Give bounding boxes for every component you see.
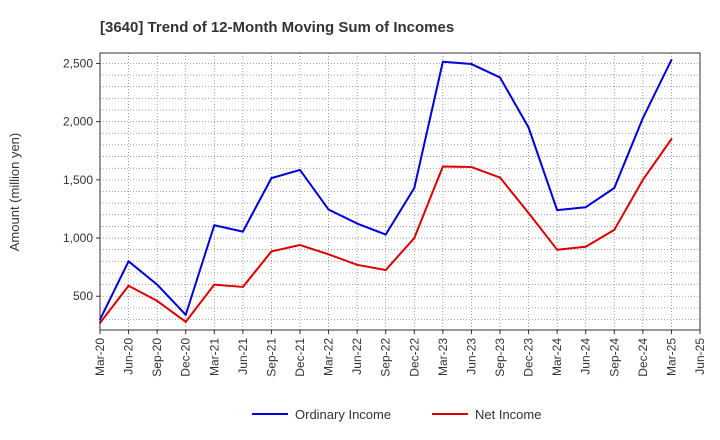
data-point [327,208,330,211]
data-point [241,285,244,288]
legend: Ordinary Income Net Income [252,407,541,422]
data-point [499,176,501,179]
data-point [213,283,216,286]
x-tick-label: Sep-20 [150,338,164,377]
x-tick-label: Jun-25 [693,338,707,375]
x-tick-label: Mar-20 [93,338,107,376]
y-tick-label: 2,500 [63,56,93,70]
x-tick-label: Mar-22 [322,338,336,376]
x-tick-label: Mar-21 [207,338,221,376]
data-point [499,76,501,79]
data-point [470,166,473,169]
data-point [584,245,587,248]
data-point [299,168,301,171]
data-point [527,126,530,129]
chart-title: [3640] Trend of 12-Month Moving Sum of I… [100,19,454,36]
data-point [241,230,244,233]
data-point [270,177,273,180]
x-tick-label: Sep-22 [379,338,393,377]
x-tick-label: Dec-23 [522,338,536,377]
data-point [441,60,444,63]
data-point [299,244,301,247]
x-tick-label: Mar-24 [550,338,564,376]
data-point [127,260,130,263]
x-tick-label: Jun-20 [122,338,136,375]
data-point [184,313,187,316]
data-point [356,263,359,266]
data-point [556,248,559,251]
x-tick-label: Jun-21 [236,338,250,375]
x-tick-label: Sep-24 [607,338,621,377]
series-line-net-income [99,138,673,324]
data-point [413,237,416,240]
data-point [441,165,444,168]
y-axis-label: Amount (million yen) [7,133,22,252]
x-tick-label: Dec-22 [407,338,421,377]
data-point [413,187,416,190]
data-point [213,224,216,227]
x-tick-label: Jun-24 [579,338,593,375]
x-tick-label: Mar-23 [436,338,450,376]
legend-label: Ordinary Income [295,407,391,422]
data-point [156,283,159,286]
x-tick-label: Sep-21 [264,338,278,377]
data-point [527,212,530,215]
data-point [613,228,616,231]
y-tick-label: 1,000 [63,231,93,245]
y-axis: 500 1,000 1,500 2,000 2,500 [63,56,100,303]
data-point [641,178,644,181]
data-point [384,233,387,236]
x-tick-label: Jun-23 [464,338,478,375]
x-tick-label: Jun-22 [350,338,364,375]
data-point [470,63,473,66]
data-point [613,187,616,190]
data-point [670,138,673,141]
y-tick-label: 2,000 [63,115,93,129]
x-tick-label: Dec-20 [179,338,193,377]
x-tick-label: Dec-21 [293,338,307,377]
data-point [356,222,359,225]
plot-frame [99,52,701,331]
y-tick-label: 1,500 [63,173,93,187]
data-point [384,269,387,272]
x-tick-label: Dec-24 [636,338,650,377]
data-point [641,117,644,120]
data-point [556,209,559,212]
y-tick-label: 500 [73,289,93,303]
data-point [327,253,330,256]
data-point [156,299,159,302]
data-point [670,58,673,61]
x-axis: Mar-20 Jun-20 Sep-20 Dec-20 Mar-21 Jun-21 Sep-… [93,330,707,377]
data-point [184,320,187,323]
legend-label: Net Income [475,407,541,422]
x-tick-label: Mar-25 [664,338,678,376]
data-point [127,284,130,287]
data-point [270,250,273,253]
x-tick-label: Sep-23 [493,338,507,377]
data-point [584,206,587,209]
